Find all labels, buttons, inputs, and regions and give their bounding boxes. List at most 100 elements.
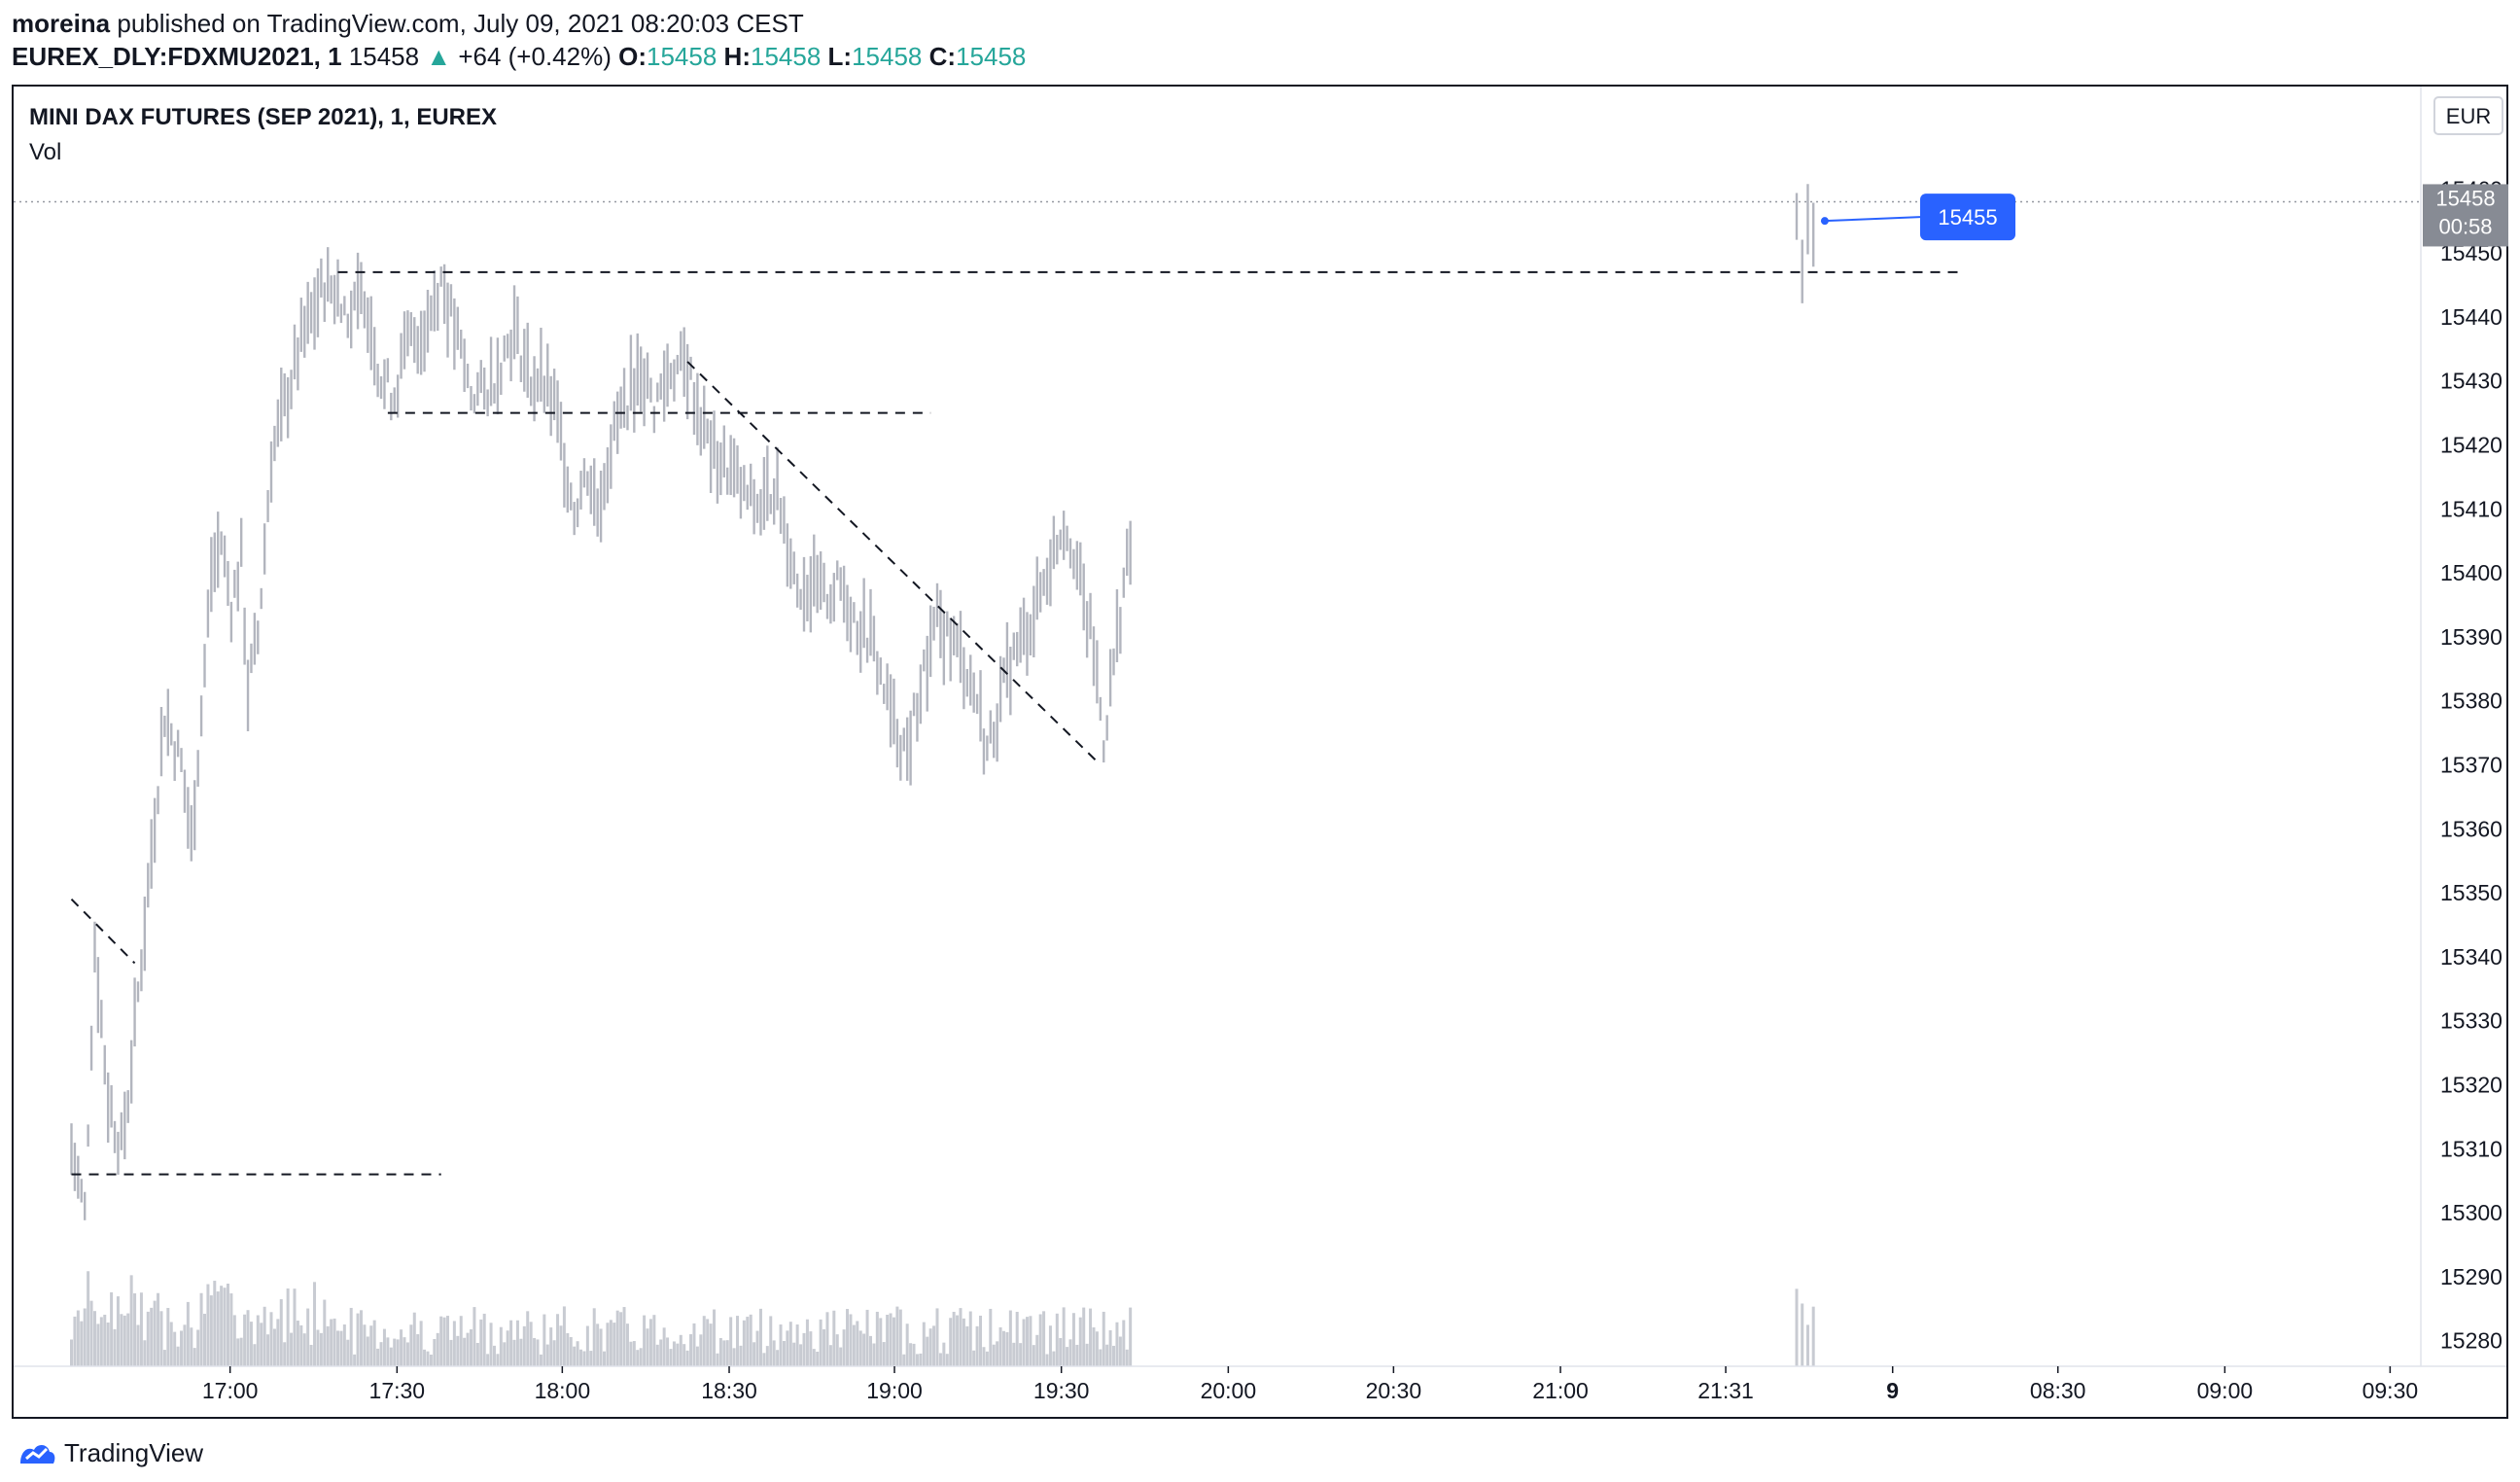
volume-bar bbox=[536, 1339, 540, 1366]
volume-bar bbox=[409, 1324, 413, 1366]
volume-bar bbox=[1029, 1316, 1032, 1366]
time-tick-label: 19:30 bbox=[1033, 1378, 1090, 1403]
time-tick-label: 18:00 bbox=[535, 1378, 591, 1403]
volume-bar bbox=[220, 1286, 224, 1366]
volume-bar bbox=[512, 1339, 516, 1366]
volume-bar bbox=[1811, 1306, 1815, 1366]
price-tick-label: 15420 bbox=[2440, 432, 2502, 457]
volume-bar bbox=[1089, 1308, 1093, 1366]
volume-bar bbox=[886, 1315, 890, 1366]
volume-bar bbox=[589, 1351, 593, 1366]
volume-bar bbox=[482, 1313, 486, 1366]
volume-bar bbox=[396, 1339, 400, 1366]
volume-bar bbox=[110, 1291, 114, 1366]
tradingview-logo-icon bbox=[20, 1444, 55, 1464]
volume-bar bbox=[359, 1310, 363, 1366]
volume-bar bbox=[1112, 1345, 1116, 1366]
volume-bar bbox=[825, 1312, 829, 1366]
volume-bar bbox=[133, 1293, 137, 1366]
volume-bar bbox=[579, 1349, 583, 1366]
author-name[interactable]: moreina bbox=[12, 9, 111, 38]
volume-indicator-label[interactable]: Vol bbox=[29, 139, 61, 165]
volume-bar bbox=[506, 1330, 509, 1366]
dashed-trend-line[interactable] bbox=[686, 361, 1102, 766]
price-annotation[interactable]: 15455 bbox=[1820, 194, 2015, 241]
tradingview-brand: TradingView bbox=[64, 1437, 204, 1467]
volume-bar bbox=[639, 1348, 643, 1366]
volume-bar bbox=[816, 1352, 820, 1366]
volume-bar bbox=[456, 1335, 460, 1366]
time-tick-label: 20:30 bbox=[1366, 1378, 1422, 1403]
volume-bar bbox=[80, 1321, 84, 1366]
volume-bar bbox=[852, 1324, 856, 1366]
volume-bar bbox=[176, 1346, 180, 1366]
publish-info: moreina published on TradingView.com, Ju… bbox=[12, 8, 804, 39]
volume-bar bbox=[842, 1329, 846, 1366]
volume-bar bbox=[1005, 1331, 1009, 1366]
volume-bar bbox=[393, 1338, 397, 1366]
time-tick-label: 08:30 bbox=[2030, 1378, 2086, 1403]
volume-bar bbox=[889, 1313, 892, 1366]
volume-bar bbox=[522, 1325, 526, 1366]
volume-bar bbox=[120, 1314, 123, 1366]
volume-bar bbox=[1019, 1343, 1023, 1366]
dashed-trend-line[interactable] bbox=[70, 898, 136, 965]
volume-bar bbox=[835, 1334, 839, 1366]
volume-bar bbox=[685, 1350, 689, 1366]
time-tick-label: 09:30 bbox=[2362, 1378, 2419, 1403]
volume-bar bbox=[573, 1346, 577, 1366]
symbol-name: EUREX_DLY:FDXMU2021, 1 bbox=[12, 42, 342, 71]
volume-bar bbox=[609, 1320, 612, 1366]
volume-bar bbox=[1805, 1324, 1809, 1366]
time-tick-label: 21:31 bbox=[1698, 1378, 1754, 1403]
volume-bar bbox=[699, 1334, 703, 1366]
open-label: O: bbox=[618, 42, 647, 71]
volume-bar bbox=[246, 1310, 250, 1366]
volume-bar bbox=[1059, 1338, 1063, 1366]
volume-bar bbox=[935, 1308, 939, 1366]
volume-bar bbox=[1099, 1349, 1102, 1366]
volume-bar bbox=[379, 1342, 383, 1366]
volume-bar bbox=[1125, 1349, 1129, 1366]
volume-bar bbox=[713, 1309, 717, 1366]
volume-bar bbox=[442, 1317, 446, 1366]
volume-bar bbox=[190, 1327, 193, 1366]
volume-bar bbox=[116, 1296, 120, 1366]
volume-bar bbox=[556, 1314, 560, 1366]
volume-bar bbox=[776, 1350, 780, 1366]
price-tick-label: 15370 bbox=[2440, 752, 2502, 777]
volume-bar bbox=[666, 1337, 670, 1366]
footer-branding[interactable]: TradingView bbox=[18, 1435, 203, 1470]
volume-bar bbox=[1801, 1303, 1804, 1366]
time-tick-label: 18:30 bbox=[701, 1378, 757, 1403]
volume-bar bbox=[429, 1354, 433, 1366]
volume-bar bbox=[962, 1318, 965, 1366]
volume-bar bbox=[452, 1321, 456, 1366]
volume-bar bbox=[286, 1288, 290, 1366]
volume-bar bbox=[1071, 1313, 1075, 1366]
chart-frame bbox=[12, 85, 2508, 1419]
volume-bar bbox=[1122, 1320, 1126, 1366]
volume-bar bbox=[143, 1340, 147, 1366]
volume-bar bbox=[313, 1282, 317, 1366]
high-value: 15458 bbox=[750, 42, 822, 71]
volume-bar bbox=[1032, 1345, 1035, 1366]
volume-bar bbox=[276, 1319, 280, 1366]
volume-bar bbox=[336, 1330, 339, 1366]
volume-bar bbox=[180, 1330, 184, 1366]
time-tick-label: 21:00 bbox=[1532, 1378, 1589, 1403]
volume-bar bbox=[515, 1320, 519, 1366]
currency-badge[interactable]: EUR bbox=[2433, 96, 2503, 135]
volume-bar bbox=[400, 1329, 403, 1366]
published-text: published on TradingView.com, July 09, 2… bbox=[117, 9, 804, 38]
volume-bar bbox=[603, 1351, 606, 1366]
volume-bar bbox=[545, 1344, 549, 1366]
current-price-tag: 15458 00:58 bbox=[2423, 184, 2508, 247]
volume-bar bbox=[150, 1307, 154, 1366]
volume-bar bbox=[846, 1309, 850, 1366]
volume-bar bbox=[232, 1315, 236, 1366]
volume-bar bbox=[996, 1341, 999, 1366]
volume-bar bbox=[103, 1314, 107, 1366]
volume-bar bbox=[975, 1325, 979, 1366]
